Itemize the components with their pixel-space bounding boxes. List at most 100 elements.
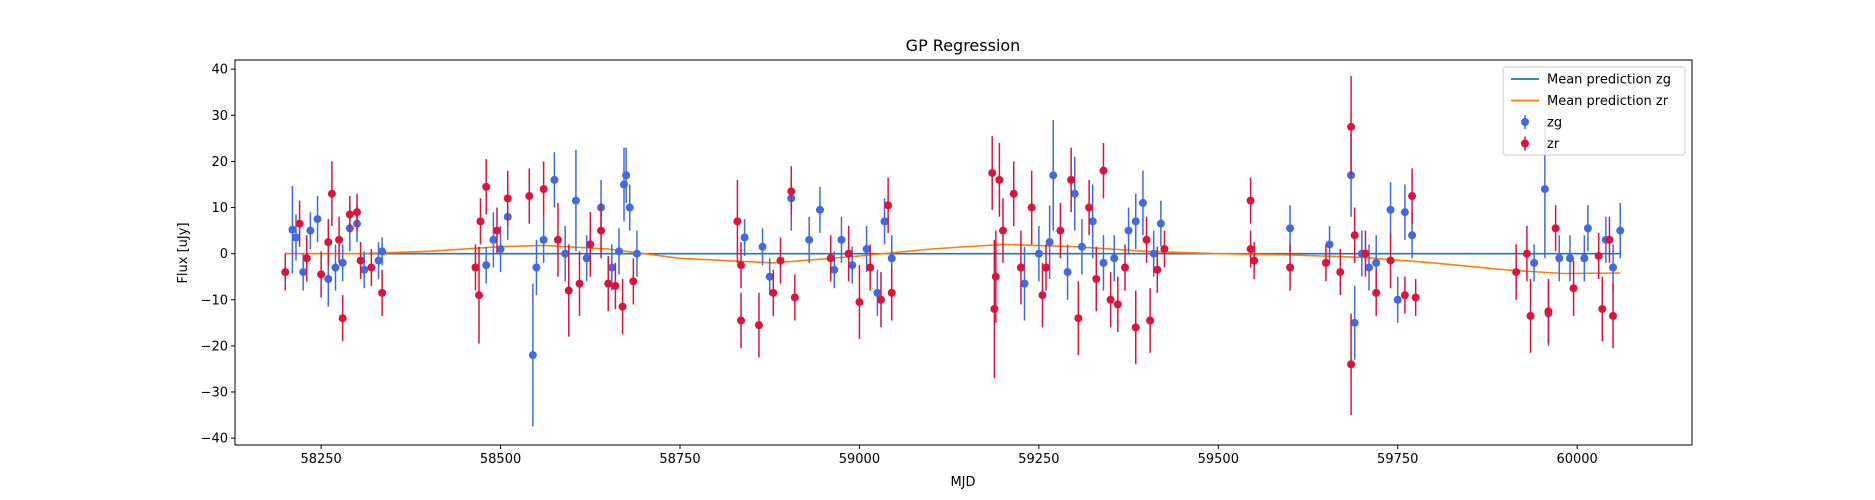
data-point-zg-19 [539, 216, 548, 263]
data-point-zr-82 [1408, 168, 1417, 224]
data-point-zg-52 [1099, 235, 1108, 291]
data-point-zr-86 [1526, 279, 1535, 353]
legend-label: zg [1547, 116, 1562, 131]
data-point-zr-48 [995, 142, 1004, 217]
marker [281, 268, 290, 277]
data-point-zg-18 [532, 239, 541, 296]
data-point-zg-11 [374, 242, 383, 280]
y-tick-label: −10 [201, 293, 228, 308]
data-point-zr-15 [476, 198, 485, 245]
marker [1099, 166, 1108, 175]
data-point-zr-6 [335, 216, 344, 263]
data-point-zr-47 [991, 230, 1000, 323]
data-point-zg-56 [1138, 170, 1147, 236]
marker [758, 242, 767, 251]
data-point-zg-31 [740, 219, 749, 256]
marker [492, 226, 501, 235]
marker [625, 203, 634, 212]
data-point-zr-39 [844, 225, 853, 282]
data-point-zr-19 [525, 168, 534, 224]
marker [1565, 254, 1574, 263]
data-point-zg-67 [1393, 276, 1402, 323]
legend-box [1502, 66, 1686, 156]
marker [622, 171, 631, 180]
marker [1070, 189, 1079, 198]
data-point-zr-58 [1085, 179, 1094, 236]
marker [586, 240, 595, 249]
marker [1067, 175, 1076, 184]
marker [884, 201, 893, 210]
marker [1077, 242, 1086, 251]
x-tick-label: 59250 [1018, 452, 1059, 467]
data-point-zg-29 [625, 184, 634, 231]
data-point-zg-70 [1530, 244, 1539, 282]
data-point-zr-14 [475, 246, 484, 344]
data-point-zg-59 [1286, 205, 1295, 252]
data-point-zg-41 [873, 269, 882, 316]
x-tick-label: 60000 [1556, 452, 1597, 467]
marker [1408, 231, 1417, 240]
mean-prediction-line-zr [285, 243, 1621, 275]
data-point-zr-84 [1512, 244, 1521, 300]
data-point-zr-69 [1246, 177, 1255, 224]
marker [597, 226, 606, 235]
marker [998, 226, 1007, 235]
marker [1131, 217, 1140, 226]
marker [1408, 192, 1417, 201]
data-point-zr-5 [327, 161, 336, 226]
marker [826, 254, 835, 263]
marker [1372, 288, 1381, 297]
data-point-zr-1 [295, 200, 304, 247]
marker [532, 263, 541, 272]
marker [1569, 284, 1578, 293]
marker [880, 217, 889, 226]
data-point-zg-30 [632, 230, 641, 277]
data-point-zr-7 [338, 295, 347, 342]
data-point-zr-8 [345, 196, 354, 233]
data-point-zr-73 [1321, 244, 1330, 282]
marker [995, 175, 1004, 184]
marker [1372, 258, 1381, 267]
marker [475, 291, 484, 300]
marker [1160, 245, 1169, 254]
marker [1350, 231, 1359, 240]
marker [776, 256, 785, 265]
marker [356, 256, 365, 265]
data-point-zg-14 [489, 212, 498, 268]
x-axis: 58250 58500 58750 59000 59250 59500 59750 60000 [300, 445, 1598, 467]
marker [1246, 196, 1255, 205]
marker [317, 270, 326, 279]
data-point-zg-17 [528, 283, 537, 427]
x-tick-label: 58750 [659, 452, 700, 467]
marker [1056, 226, 1065, 235]
marker [313, 215, 322, 224]
marker [848, 261, 857, 270]
data-point-zr-11 [367, 249, 376, 286]
data-point-zg-68 [1400, 184, 1409, 240]
legend-label: Mean prediction zg [1547, 73, 1671, 88]
marker [553, 235, 562, 244]
data-point-zr-28 [618, 279, 627, 335]
marker [1063, 268, 1072, 277]
marker [1522, 249, 1531, 258]
marker [629, 277, 638, 286]
data-point-zr-50 [1009, 161, 1018, 226]
data-point-zr-71 [1250, 242, 1259, 280]
data-point-zg-22 [571, 149, 580, 252]
data-point-zr-17 [492, 207, 501, 254]
data-point-zr-54 [1042, 244, 1051, 291]
data-point-zr-16 [482, 159, 491, 215]
data-point-zg-33 [765, 258, 774, 296]
y-tick-label: 10 [211, 201, 228, 216]
marker [525, 192, 534, 201]
marker [338, 258, 347, 267]
marker [1347, 360, 1356, 369]
marker [1347, 122, 1356, 131]
marker [1605, 235, 1614, 244]
marker [1146, 316, 1155, 325]
marker [1325, 240, 1334, 249]
marker [607, 263, 616, 272]
data-point-zg-26 [614, 228, 623, 275]
data-point-zg-6 [331, 244, 340, 291]
data-point-zr-43 [884, 177, 893, 233]
